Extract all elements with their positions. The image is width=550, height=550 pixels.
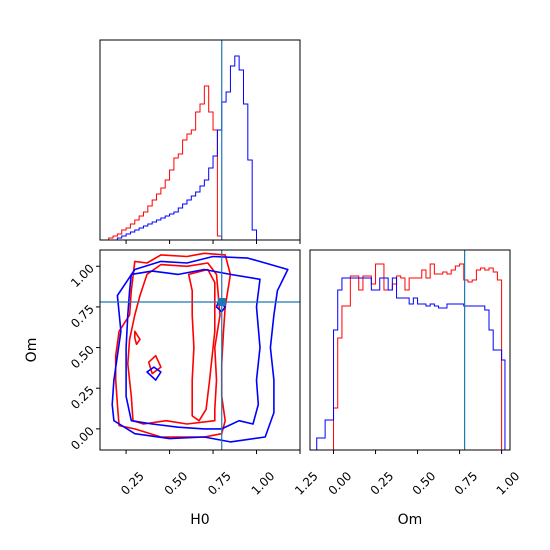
contour-y-tick-label: 1.00 (68, 261, 97, 290)
contour-h0-om-frame (99, 249, 301, 451)
contour-x-axis-label: H0 (190, 512, 209, 528)
contour-series-0-level-4 (147, 354, 162, 375)
contour-series-1-level-2 (146, 366, 162, 381)
contour-x-tick-label: 0.25 (118, 469, 147, 498)
hist_H0-series-0-step (108, 85, 292, 240)
contour-y-tick-label: 0.25 (68, 383, 97, 412)
hist_Om-series-0-step (316, 263, 505, 450)
contour-x-tick-label: 0.75 (205, 469, 234, 498)
contour-x-tick-label: 0.50 (162, 469, 191, 498)
contour-series-0-level-2 (187, 268, 216, 422)
contour-x-tick-label: 1.25 (292, 469, 321, 498)
histogram-om-x-axis-label: Om (398, 512, 423, 528)
histogram-om-frame (309, 249, 511, 451)
contour-truth-marker (217, 298, 226, 307)
contour-y-tick-label: 0.00 (68, 424, 97, 453)
hist_Om-x-tick-label: 0.50 (410, 469, 439, 498)
contour-y-tick-label: 0.75 (68, 302, 97, 331)
contour-series-1-level-0 (111, 255, 289, 443)
hist_Om-series-1-step (316, 277, 506, 450)
contour-y-tick-label: 0.50 (68, 343, 97, 372)
contour-series-0-level-1 (127, 262, 221, 425)
hist_Om-x-tick-label: 0.75 (452, 469, 481, 498)
hist_Om-x-tick-label: 1.00 (494, 469, 523, 498)
hist_Om-x-tick-label: 0.25 (368, 469, 397, 498)
histogram-om-panel: 0.00 0.25 0.50 0.75 1.00 Om (309, 249, 523, 528)
histogram-h0-frame (99, 39, 301, 241)
contour-h0-om-panel: 0.25 0.50 0.75 1.00 1.25 0.00 0.25 0.50 0.75 1.0… (24, 249, 321, 528)
contour-series-0-level-3 (134, 330, 141, 346)
hist_Om-x-tick-label: 0.00 (326, 469, 355, 498)
histogram-h0-panel (99, 39, 301, 244)
contour-series-0-level-0 (114, 252, 232, 438)
hist_H0-series-1-step (108, 55, 292, 240)
contour-y-axis-label: Om (24, 338, 40, 363)
contour-x-tick-label: 1.00 (249, 469, 278, 498)
